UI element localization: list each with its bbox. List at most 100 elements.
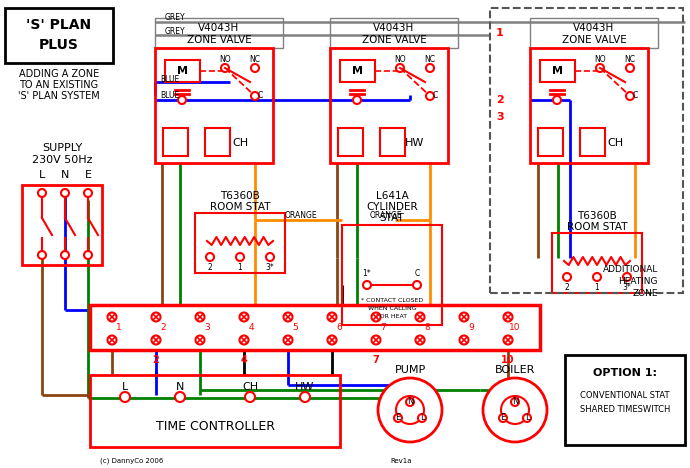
Circle shape — [596, 64, 604, 72]
Bar — [565, 355, 685, 445]
Text: 4: 4 — [248, 322, 254, 331]
Circle shape — [371, 336, 380, 344]
Text: CONVENTIONAL STAT: CONVENTIONAL STAT — [580, 390, 670, 400]
Circle shape — [378, 378, 442, 442]
Text: 3: 3 — [496, 112, 504, 122]
Circle shape — [251, 64, 259, 72]
Circle shape — [152, 336, 161, 344]
Bar — [490, 8, 683, 293]
Text: PLUS: PLUS — [39, 38, 79, 52]
Text: C: C — [415, 269, 420, 278]
Text: SHARED TIMESWITCH: SHARED TIMESWITCH — [580, 404, 670, 414]
Circle shape — [38, 251, 46, 259]
Text: E: E — [395, 414, 401, 423]
Text: M: M — [177, 66, 188, 76]
Text: L: L — [524, 414, 529, 423]
Text: NC: NC — [424, 56, 435, 65]
Circle shape — [499, 414, 507, 422]
Text: 10: 10 — [509, 322, 521, 331]
Bar — [195, 213, 285, 273]
Text: N: N — [61, 170, 69, 180]
Bar — [5, 8, 113, 63]
Text: 2: 2 — [208, 263, 213, 271]
Bar — [540, 60, 575, 82]
Bar — [155, 18, 283, 48]
Text: ADDING A ZONE: ADDING A ZONE — [19, 69, 99, 79]
Text: 3: 3 — [204, 322, 210, 331]
Text: ROOM STAT: ROOM STAT — [566, 222, 627, 232]
Circle shape — [239, 336, 248, 344]
Circle shape — [284, 313, 293, 322]
Text: WHEN CALLING: WHEN CALLING — [368, 306, 416, 310]
Text: L641A: L641A — [375, 191, 408, 201]
Text: L: L — [122, 382, 128, 392]
Text: GREY: GREY — [165, 27, 186, 36]
Bar — [552, 233, 642, 293]
Circle shape — [413, 281, 421, 289]
Text: 8: 8 — [424, 322, 430, 331]
Circle shape — [38, 189, 46, 197]
Bar — [205, 128, 230, 156]
Circle shape — [371, 313, 380, 322]
Circle shape — [626, 92, 634, 100]
Text: NO: NO — [219, 56, 231, 65]
Circle shape — [236, 253, 244, 261]
Text: 6: 6 — [336, 322, 342, 331]
Text: STAT: STAT — [380, 213, 404, 223]
Circle shape — [120, 392, 130, 402]
Bar — [330, 18, 458, 48]
Circle shape — [363, 281, 371, 289]
Circle shape — [593, 273, 601, 281]
Text: ZONE VALVE: ZONE VALVE — [186, 35, 251, 45]
Bar — [163, 128, 188, 156]
Circle shape — [84, 251, 92, 259]
Text: NC: NC — [250, 56, 261, 65]
Circle shape — [175, 392, 185, 402]
Text: 1: 1 — [237, 263, 242, 271]
Text: 7: 7 — [373, 355, 380, 365]
Bar — [90, 305, 540, 350]
Circle shape — [328, 313, 337, 322]
Text: 5: 5 — [292, 322, 298, 331]
Circle shape — [195, 336, 204, 344]
Text: OPTION 1:: OPTION 1: — [593, 368, 657, 378]
Bar — [380, 128, 405, 156]
Text: GREY: GREY — [165, 14, 186, 22]
Bar — [580, 128, 605, 156]
Text: C: C — [257, 92, 263, 101]
Circle shape — [460, 336, 469, 344]
Circle shape — [195, 313, 204, 322]
Circle shape — [239, 313, 248, 322]
Bar — [22, 185, 102, 265]
Text: 9: 9 — [468, 322, 474, 331]
Circle shape — [396, 64, 404, 72]
Text: 4: 4 — [241, 355, 248, 365]
Text: HW: HW — [295, 382, 315, 392]
Text: ZONE VALVE: ZONE VALVE — [562, 35, 627, 45]
Text: HW: HW — [405, 138, 424, 148]
Bar — [538, 128, 563, 156]
Text: 2: 2 — [564, 283, 569, 292]
Text: V4043H: V4043H — [373, 23, 415, 33]
Text: TO AN EXISTING: TO AN EXISTING — [19, 80, 99, 90]
Text: 3*: 3* — [266, 263, 275, 271]
Text: 1: 1 — [595, 283, 600, 292]
Circle shape — [84, 189, 92, 197]
Text: C: C — [433, 92, 437, 101]
Bar — [338, 128, 363, 156]
Bar — [530, 18, 658, 48]
Circle shape — [623, 273, 631, 281]
Text: (c) DannyCo 2006: (c) DannyCo 2006 — [100, 458, 164, 464]
Text: 230V 50Hz: 230V 50Hz — [32, 155, 92, 165]
Circle shape — [426, 64, 434, 72]
Text: 10: 10 — [501, 355, 515, 365]
Text: ROOM STAT: ROOM STAT — [210, 202, 270, 212]
Text: T6360B: T6360B — [577, 211, 617, 221]
Text: NC: NC — [624, 56, 635, 65]
Circle shape — [245, 392, 255, 402]
Bar — [330, 48, 448, 163]
Circle shape — [221, 64, 229, 72]
Circle shape — [406, 398, 414, 406]
Text: 'S' PLAN: 'S' PLAN — [26, 18, 92, 32]
Circle shape — [626, 64, 634, 72]
